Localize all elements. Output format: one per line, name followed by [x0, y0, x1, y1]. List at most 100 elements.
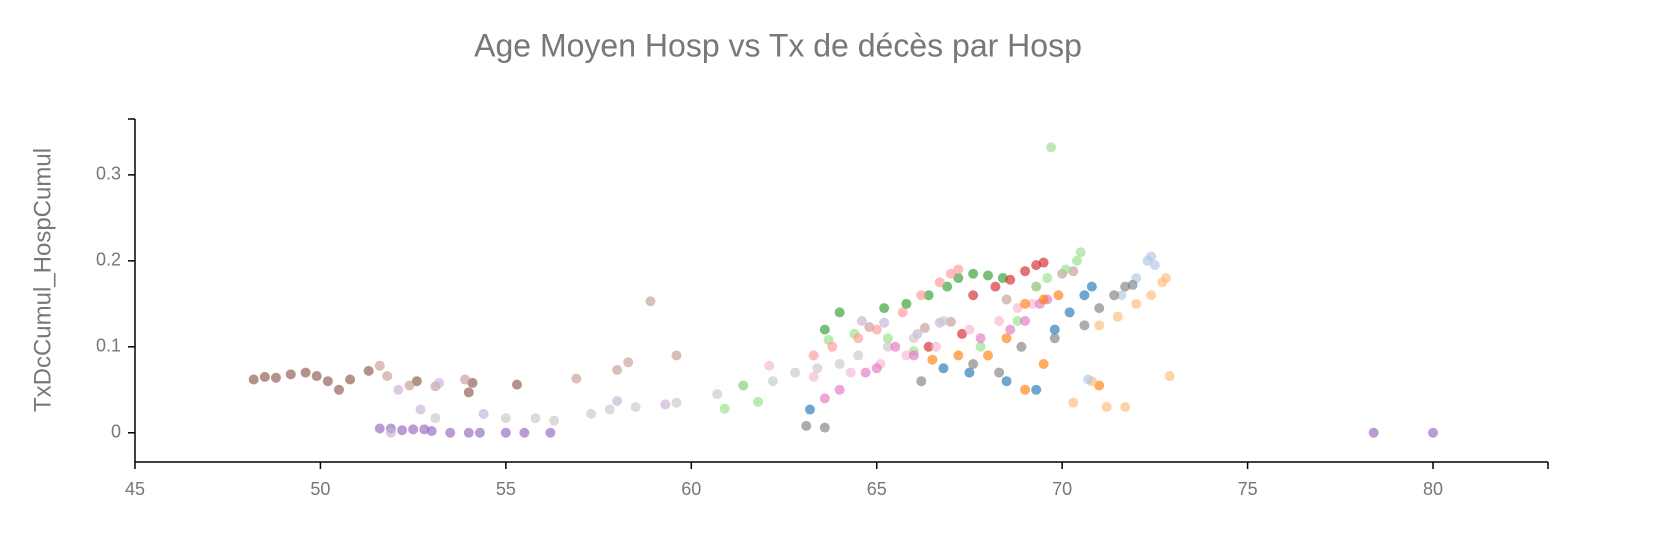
- point: [397, 425, 408, 436]
- point: [374, 423, 385, 434]
- point: [1064, 307, 1075, 318]
- point: [1038, 257, 1049, 268]
- point: [938, 363, 949, 374]
- point: [1146, 290, 1157, 301]
- point: [604, 404, 615, 415]
- point: [953, 350, 964, 361]
- point: [753, 396, 764, 407]
- point: [1012, 303, 1023, 314]
- point: [897, 307, 908, 318]
- point: [645, 296, 656, 307]
- point: [1001, 294, 1012, 305]
- point: [968, 290, 979, 301]
- point: [1164, 371, 1175, 382]
- point: [1120, 401, 1131, 412]
- point: [819, 393, 830, 404]
- point: [1079, 320, 1090, 331]
- point: [964, 367, 975, 378]
- point: [549, 415, 560, 426]
- point: [942, 281, 953, 292]
- point: [1079, 290, 1090, 301]
- y-tick-label: 0.3: [96, 164, 121, 184]
- point: [248, 374, 259, 385]
- point: [1109, 290, 1120, 301]
- point: [738, 380, 749, 391]
- point: [345, 374, 356, 385]
- y-tick-label: 0.2: [96, 250, 121, 270]
- point: [259, 371, 270, 382]
- point: [808, 350, 819, 361]
- point: [1005, 324, 1016, 335]
- point: [1042, 273, 1053, 284]
- point: [385, 427, 396, 438]
- point: [333, 384, 344, 395]
- point: [871, 363, 882, 374]
- point: [463, 387, 474, 398]
- point: [434, 377, 445, 388]
- point: [916, 290, 927, 301]
- point: [879, 317, 890, 328]
- point: [882, 341, 893, 352]
- point: [964, 324, 975, 335]
- y-tick-label: 0: [111, 422, 121, 442]
- y-tick-label: 0.1: [96, 336, 121, 356]
- point: [834, 307, 845, 318]
- point: [1161, 273, 1172, 284]
- point: [982, 350, 993, 361]
- point: [767, 376, 778, 387]
- point: [1075, 247, 1086, 258]
- point: [819, 422, 830, 433]
- point: [1116, 290, 1127, 301]
- point: [1049, 333, 1060, 344]
- point: [975, 341, 986, 352]
- point: [1020, 266, 1031, 277]
- point: [1046, 142, 1057, 153]
- point: [374, 360, 385, 371]
- point: [982, 270, 993, 281]
- point: [994, 367, 1005, 378]
- point: [808, 371, 819, 382]
- point: [901, 298, 912, 309]
- point: [1072, 255, 1082, 266]
- point: [1094, 380, 1105, 391]
- point: [1016, 341, 1027, 352]
- point: [860, 367, 871, 378]
- point: [404, 380, 415, 391]
- point: [623, 357, 634, 368]
- point: [923, 341, 934, 352]
- point: [1053, 290, 1064, 301]
- point: [923, 290, 934, 301]
- point: [671, 350, 682, 361]
- point: [430, 413, 441, 424]
- point: [1001, 376, 1012, 387]
- point: [827, 341, 838, 352]
- point: [890, 341, 901, 352]
- point: [1094, 320, 1105, 331]
- point: [968, 359, 979, 369]
- point: [953, 273, 964, 284]
- point: [1428, 427, 1439, 438]
- point: [853, 350, 864, 361]
- x-tick-label: 50: [310, 479, 330, 499]
- point: [834, 384, 845, 395]
- x-tick-label: 75: [1238, 479, 1258, 499]
- point: [1027, 298, 1038, 309]
- point: [764, 360, 775, 371]
- point: [712, 389, 723, 400]
- point: [834, 359, 845, 369]
- x-tick-label: 60: [681, 479, 701, 499]
- point: [612, 365, 623, 376]
- point: [990, 281, 1001, 292]
- point: [1131, 298, 1142, 309]
- point: [1020, 316, 1031, 327]
- point: [908, 350, 919, 361]
- point: [415, 404, 426, 415]
- x-tick-label: 55: [496, 479, 516, 499]
- point: [671, 397, 682, 408]
- point: [945, 316, 956, 327]
- point: [393, 384, 404, 395]
- point: [1068, 397, 1079, 408]
- point: [500, 427, 511, 438]
- point: [901, 350, 912, 361]
